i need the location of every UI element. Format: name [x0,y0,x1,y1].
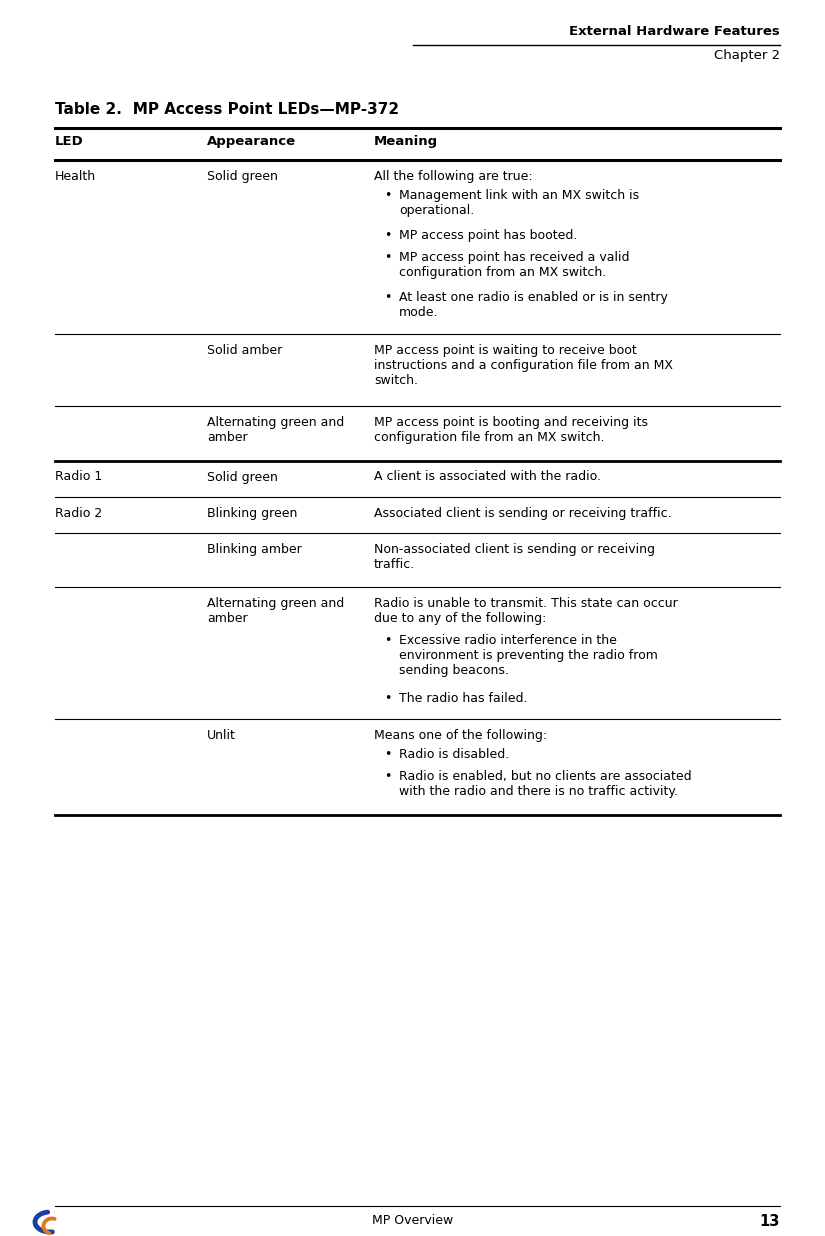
Text: •: • [384,634,391,648]
Text: Radio 1: Radio 1 [55,471,102,483]
Text: Associated client is sending or receiving traffic.: Associated client is sending or receivin… [374,507,672,519]
Text: LED: LED [55,135,84,148]
Text: At least one radio is enabled or is in sentry
mode.: At least one radio is enabled or is in s… [399,290,668,319]
Text: All the following are true:: All the following are true: [374,171,533,183]
Text: Solid green: Solid green [207,471,278,483]
Text: Alternating green and
amber: Alternating green and amber [207,597,345,625]
Text: Health: Health [55,171,97,183]
Text: Management link with an MX switch is
operational.: Management link with an MX switch is ope… [399,189,639,218]
Text: Chapter 2: Chapter 2 [714,49,780,62]
Text: The radio has failed.: The radio has failed. [399,692,527,706]
Text: MP access point is waiting to receive boot
instructions and a configuration file: MP access point is waiting to receive bo… [374,344,673,387]
Text: Unlit: Unlit [207,729,236,742]
Text: Radio is unable to transmit. This state can occur
due to any of the following:: Radio is unable to transmit. This state … [374,597,678,625]
Text: •: • [384,770,391,782]
Text: External Hardware Features: External Hardware Features [569,25,780,38]
Text: MP Access Point LEDs—MP-372: MP Access Point LEDs—MP-372 [117,103,399,117]
Text: •: • [384,692,391,706]
Text: Radio is enabled, but no clients are associated
with the radio and there is no t: Radio is enabled, but no clients are ass… [399,770,691,798]
Text: Blinking amber: Blinking amber [207,543,302,556]
Text: Solid amber: Solid amber [207,344,282,357]
Text: •: • [384,290,391,304]
Text: MP access point is booting and receiving its
configuration file from an MX switc: MP access point is booting and receiving… [374,417,648,444]
Text: Radio 2: Radio 2 [55,507,102,519]
Text: •: • [384,229,391,242]
Text: •: • [384,748,391,761]
Text: Means one of the following:: Means one of the following: [374,729,547,742]
Text: Meaning: Meaning [374,135,438,148]
Text: Blinking green: Blinking green [207,507,298,519]
Text: 13: 13 [760,1214,780,1229]
Text: Excessive radio interference in the
environment is preventing the radio from
sen: Excessive radio interference in the envi… [399,634,658,677]
Text: MP Overview: MP Overview [372,1214,453,1227]
Text: Radio is disabled.: Radio is disabled. [399,748,509,761]
Text: Non-associated client is sending or receiving
traffic.: Non-associated client is sending or rece… [374,543,655,571]
Text: •: • [384,251,391,263]
Text: Solid green: Solid green [207,171,278,183]
Text: Table 2.: Table 2. [55,103,122,117]
Text: •: • [384,189,391,201]
Text: Appearance: Appearance [207,135,296,148]
Text: MP access point has received a valid
configuration from an MX switch.: MP access point has received a valid con… [399,251,629,278]
Text: Alternating green and
amber: Alternating green and amber [207,417,345,444]
Text: MP access point has booted.: MP access point has booted. [399,229,578,242]
Text: A client is associated with the radio.: A client is associated with the radio. [374,471,601,483]
